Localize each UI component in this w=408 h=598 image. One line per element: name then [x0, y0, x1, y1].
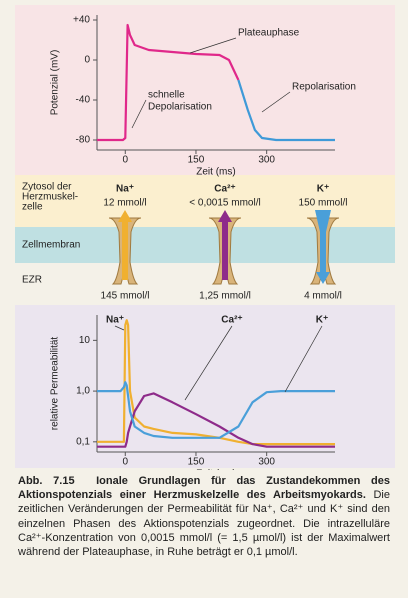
cytosol-label: zelle — [22, 202, 43, 213]
series-label: K⁺ — [316, 315, 329, 326]
series-line — [237, 79, 335, 142]
caption-title: Ionale Grundlagen für das Zustandekommen… — [18, 475, 390, 502]
channel-k — [306, 210, 340, 285]
x-tick-label: 0 — [122, 155, 128, 166]
channel-na — [108, 210, 142, 285]
figure: Zytosol der Herzmuskel- zelle Zellmembra… — [15, 5, 395, 470]
ion-outside: 145 mmol/l — [101, 291, 150, 302]
leader-line — [189, 37, 237, 54]
y-tick-label: 1,0 — [76, 386, 90, 397]
leader-line — [114, 325, 125, 331]
x-axis-label: Zeit (ms) — [196, 167, 235, 178]
annotation: Repolarisation — [292, 82, 356, 93]
x-tick-label: 150 — [188, 155, 205, 166]
caption-label: Abb. 7.15 — [18, 475, 75, 487]
y-tick-label: -40 — [76, 95, 91, 106]
x-tick-label: 150 — [188, 457, 205, 468]
caption-text: Die zeitlichen Veränderungen der Permeab… — [18, 489, 390, 559]
ion-inside: < 0,0015 mmol/l — [189, 198, 260, 209]
leader-line — [261, 91, 291, 113]
y-tick-label: 0 — [84, 55, 90, 66]
channels — [108, 210, 340, 285]
outside-label: EZR — [22, 275, 42, 286]
cytosol-label: Zytosol der — [22, 182, 72, 193]
x-tick-label: 0 — [122, 457, 128, 468]
leader-line — [131, 99, 147, 129]
leader-line — [284, 325, 323, 393]
x-tick-label: 300 — [258, 457, 275, 468]
y-tick-label: +40 — [73, 15, 90, 26]
annotation: Depolarisation — [148, 102, 212, 113]
series-line — [97, 392, 335, 448]
series-label: Na⁺ — [106, 315, 124, 326]
series-line — [97, 381, 335, 439]
series-label: Ca²⁺ — [221, 315, 242, 326]
membrane-label: Zellmembran — [22, 240, 80, 251]
ion-name: Ca²⁺ — [214, 184, 235, 195]
y-tick-label: -80 — [76, 135, 91, 146]
series-line — [97, 23, 240, 142]
cytosol-label: Herzmuskel- — [22, 192, 78, 203]
ion-name: K⁺ — [317, 184, 330, 195]
y-tick-label: 10 — [79, 335, 91, 346]
membrane — [15, 227, 395, 263]
ion-inside: 12 mmol/l — [103, 198, 146, 209]
y-axis-label: Potenzial (mV) — [50, 50, 61, 116]
caption: Abb. 7.15 Ionale Grundlagen für das Zust… — [18, 474, 390, 559]
panel-potential — [15, 5, 395, 175]
panel-permeability — [15, 305, 395, 468]
ion-inside: 150 mmol/l — [299, 198, 348, 209]
x-tick-label: 300 — [258, 155, 275, 166]
leader-line — [184, 325, 233, 401]
ion-outside: 4 mmol/l — [304, 291, 342, 302]
x-axis-label: Zeit (ms) — [196, 469, 235, 470]
annotation: schnelle — [148, 90, 185, 101]
ion-outside: 1,25 mmol/l — [199, 291, 251, 302]
annotation: Plateauphase — [238, 28, 300, 39]
channel-ca — [208, 210, 242, 285]
ion-name: Na⁺ — [116, 184, 134, 195]
y-tick-label: 0,1 — [76, 436, 90, 447]
y-axis-label: relative Permeabilität — [50, 337, 61, 431]
